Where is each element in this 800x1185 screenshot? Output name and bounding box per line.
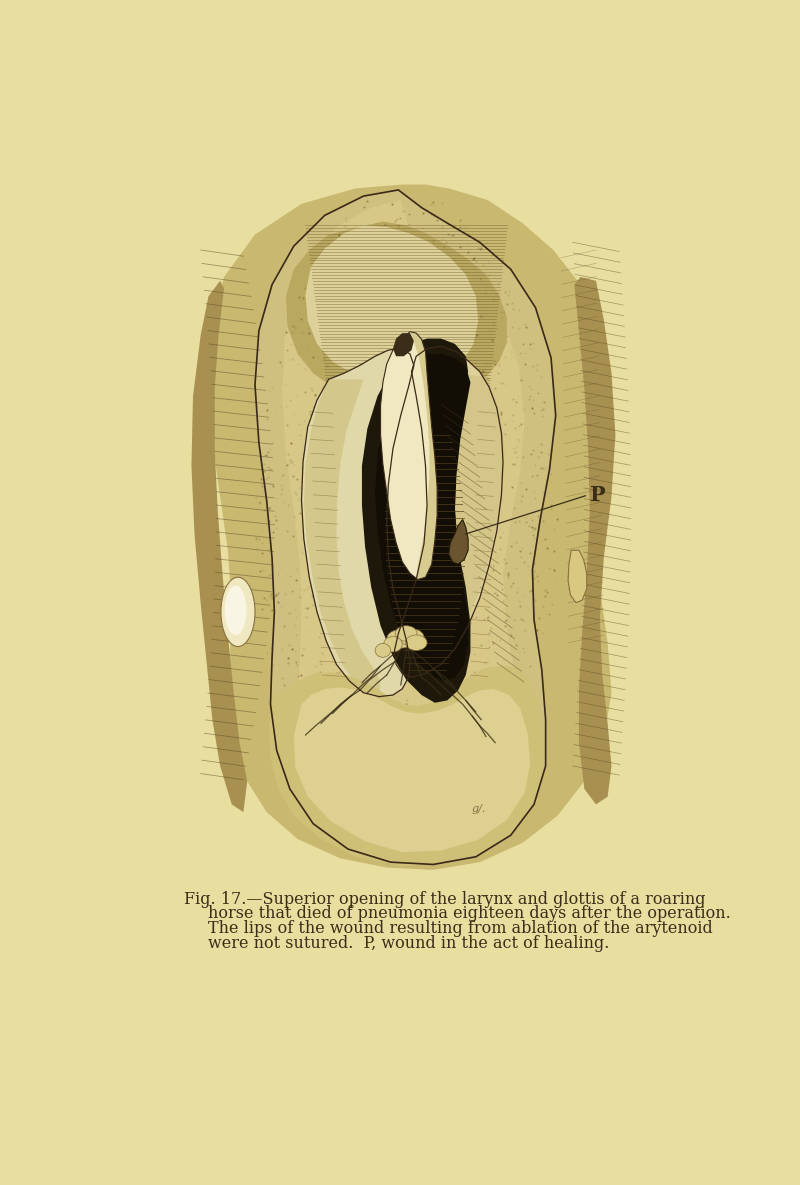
Polygon shape (449, 519, 468, 564)
Polygon shape (100, 142, 720, 1055)
Polygon shape (294, 687, 530, 852)
Ellipse shape (225, 585, 246, 635)
Text: The lips of the wound resulting from ablation of the arytenoid: The lips of the wound resulting from abl… (209, 920, 714, 937)
Polygon shape (209, 185, 615, 870)
Ellipse shape (406, 635, 427, 651)
Polygon shape (394, 346, 503, 678)
Polygon shape (302, 348, 414, 697)
Polygon shape (362, 339, 470, 703)
Text: P: P (590, 485, 606, 505)
Polygon shape (282, 200, 525, 834)
Polygon shape (191, 281, 247, 812)
Text: Fig. 17.—Superior opening of the larynx and glottis of a roaring: Fig. 17.—Superior opening of the larynx … (184, 891, 706, 908)
Polygon shape (255, 190, 556, 865)
Polygon shape (375, 354, 470, 681)
Ellipse shape (375, 643, 390, 658)
Polygon shape (410, 332, 437, 579)
Polygon shape (393, 333, 414, 357)
Polygon shape (286, 222, 507, 401)
Ellipse shape (384, 636, 402, 652)
Ellipse shape (399, 629, 424, 646)
Polygon shape (269, 666, 543, 866)
Text: g/.: g/. (472, 805, 486, 814)
Ellipse shape (386, 629, 414, 648)
Polygon shape (568, 550, 586, 603)
Text: horse that died of pneumonia eighteen days after the operation.: horse that died of pneumonia eighteen da… (209, 905, 731, 922)
Text: were not sutured.  P, wound in the act of healing.: were not sutured. P, wound in the act of… (209, 935, 610, 952)
Polygon shape (306, 225, 478, 383)
Polygon shape (410, 370, 505, 675)
Polygon shape (574, 277, 615, 805)
Ellipse shape (395, 626, 417, 641)
Polygon shape (304, 379, 381, 697)
Ellipse shape (221, 577, 255, 647)
Polygon shape (381, 332, 437, 579)
